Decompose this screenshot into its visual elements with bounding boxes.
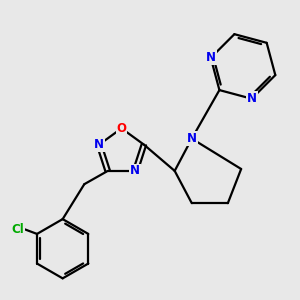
Text: N: N	[94, 138, 104, 151]
Text: N: N	[206, 51, 216, 64]
Text: Cl: Cl	[11, 223, 24, 236]
Text: O: O	[116, 122, 127, 135]
Text: N: N	[130, 164, 140, 177]
Text: N: N	[247, 92, 257, 105]
Text: N: N	[187, 132, 197, 145]
